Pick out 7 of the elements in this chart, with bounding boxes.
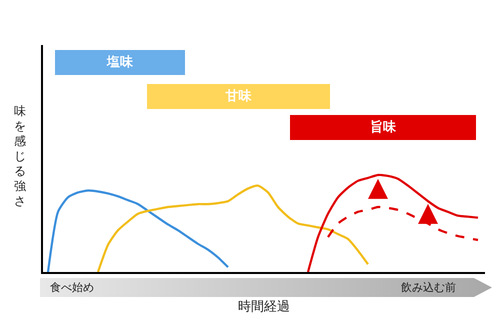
text: 飲み込む前 [401,280,456,296]
category-label: 旨味 [290,115,476,140]
x-axis-title: 時間経過 [238,300,290,314]
category-label: 甘味 [147,84,330,109]
text: 食べ始め [50,280,94,296]
category-label: 塩味 [55,50,185,75]
y-axis-title: 味を感じる強さ [13,104,27,209]
